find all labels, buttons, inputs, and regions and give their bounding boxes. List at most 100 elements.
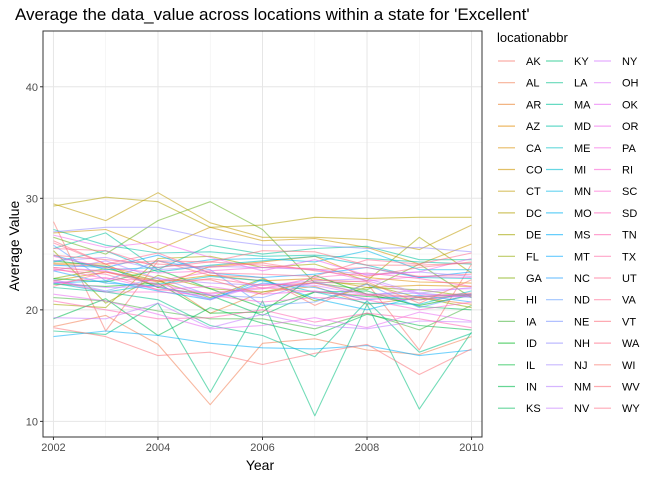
legend-label: MI — [574, 165, 586, 177]
y-tick-label: 30 — [26, 193, 38, 205]
legend: locationabbr AK AL AR AZ CA CO CT DC DE FL GA HI IA I… — [497, 30, 640, 415]
series-line-ky — [53, 300, 472, 417]
legend-item-nv: NV — [546, 403, 590, 415]
series-line-ms — [53, 330, 472, 357]
series-line-ri — [53, 255, 472, 282]
legend-label: HI — [526, 295, 537, 307]
legend-item-oh: OH — [594, 78, 639, 90]
legend-item-ky: KY — [546, 56, 589, 68]
legend-item-md: MD — [546, 121, 591, 133]
legend-label: ID — [526, 338, 537, 350]
legend-label: WV — [622, 382, 640, 394]
legend-item-sc: SC — [594, 186, 637, 198]
x-tick-label: 2008 — [355, 442, 379, 454]
legend-item-pa: PA — [594, 143, 637, 155]
legend-item-ms: MS — [546, 230, 591, 242]
legend-label: MT — [574, 251, 590, 263]
legend-item-wa: WA — [594, 338, 640, 350]
legend-item-tx: TX — [594, 251, 637, 263]
legend-item-sd: SD — [594, 208, 637, 220]
legend-label: IL — [526, 360, 535, 372]
series-line-sc — [53, 280, 472, 311]
legend-item-me: ME — [546, 143, 591, 155]
legend-label: DE — [526, 230, 541, 242]
chart-title: Average the data_value across locations … — [15, 5, 530, 24]
legend-label: CO — [526, 165, 543, 177]
legend-item-wi: WI — [594, 360, 635, 372]
legend-label: NE — [574, 316, 589, 328]
series-line-va — [53, 247, 472, 277]
legend-label: WI — [622, 360, 635, 372]
legend-label: IA — [526, 316, 537, 328]
legend-label: TN — [622, 230, 637, 242]
legend-item-ks: KS — [498, 403, 541, 415]
legend-label: LA — [574, 78, 588, 90]
legend-item-or: OR — [594, 121, 639, 133]
legend-item-hi: HI — [498, 295, 537, 307]
series-line-tn — [53, 300, 472, 329]
legend-item-nd: ND — [546, 295, 590, 307]
legend-item-mt: MT — [546, 251, 590, 263]
legend-label: KY — [574, 56, 589, 68]
series-line-ia — [53, 297, 472, 331]
legend-item-fl: FL — [498, 251, 539, 263]
series-line-al — [53, 314, 472, 406]
series-line-ny — [53, 281, 472, 301]
legend-label: WY — [622, 403, 640, 415]
series-line-vt — [53, 240, 472, 266]
series-line-in — [53, 298, 472, 337]
series-line-wv — [53, 327, 472, 376]
legend-label: ND — [574, 295, 590, 307]
legend-item-mo: MO — [546, 208, 592, 220]
series-line-wy — [53, 271, 472, 298]
legend-label: AR — [526, 99, 541, 111]
y-axis-ticks: 10 20 30 40 — [26, 82, 43, 428]
legend-item-id: ID — [498, 338, 537, 350]
series-line-la — [53, 286, 472, 358]
legend-item-nc: NC — [546, 273, 590, 285]
legend-item-ri: RI — [594, 165, 633, 177]
x-tick-label: 2010 — [459, 442, 483, 454]
y-tick-label: 20 — [26, 305, 38, 317]
legend-item-mi: MI — [546, 165, 586, 177]
legend-label: FL — [526, 251, 539, 263]
legend-title: locationabbr — [497, 30, 568, 45]
plot-panel — [42, 30, 483, 438]
legend-item-ar: AR — [498, 99, 541, 111]
series-line-nv — [53, 302, 472, 330]
series-line-co — [53, 226, 472, 265]
legend-item-ga: GA — [498, 273, 543, 285]
legend-label: WA — [622, 338, 640, 350]
y-axis-title: Average Value — [6, 201, 22, 292]
legend-label: NJ — [574, 360, 587, 372]
y-tick-label: 40 — [26, 82, 38, 94]
legend-label: RI — [622, 165, 633, 177]
series-line-ne — [53, 276, 472, 299]
legend-item-de: DE — [498, 230, 541, 242]
legend-label: CA — [526, 143, 542, 155]
legend-label: MD — [574, 121, 591, 133]
legend-label: TX — [622, 251, 637, 263]
legend-label: MN — [574, 186, 591, 198]
legend-label: NC — [574, 273, 590, 285]
legend-label: VA — [622, 295, 637, 307]
legend-label: NV — [574, 403, 590, 415]
x-axis-ticks: 2002 2004 2006 2008 2010 — [41, 437, 484, 454]
series-line-md — [53, 228, 472, 265]
series-line-wa — [53, 254, 472, 277]
legend-item-wy: WY — [594, 403, 640, 415]
legend-item-ma: MA — [546, 99, 591, 111]
series-line-mi — [53, 275, 472, 305]
legend-label: MO — [574, 208, 592, 220]
legend-label: UT — [622, 273, 637, 285]
x-tick-label: 2002 — [41, 442, 65, 454]
legend-label: OH — [622, 78, 639, 90]
legend-label: AK — [526, 56, 541, 68]
legend-label: IN — [526, 382, 537, 394]
legend-label: MS — [574, 230, 591, 242]
legend-label: SD — [622, 208, 637, 220]
legend-item-al: AL — [498, 78, 539, 90]
legend-item-ny: NY — [594, 56, 638, 68]
legend-item-wv: WV — [594, 382, 640, 394]
